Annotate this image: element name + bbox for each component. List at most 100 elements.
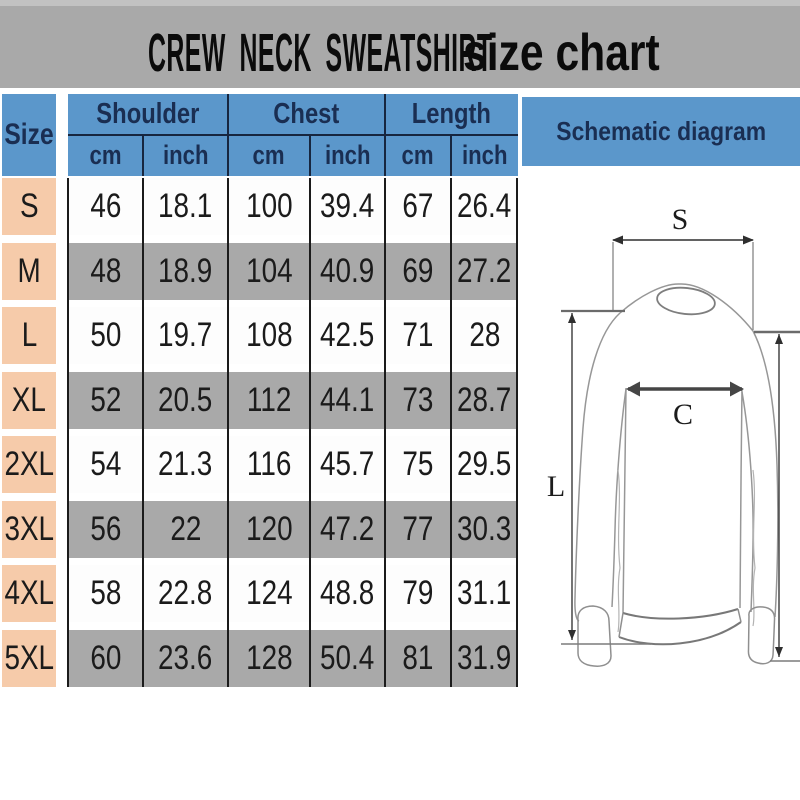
measurement-value: 27.2	[457, 251, 512, 290]
measurement-value: 50.4	[320, 638, 375, 677]
size-label: S	[19, 187, 39, 225]
size-cell: M	[2, 242, 56, 300]
arrowhead-down	[775, 647, 783, 657]
column-group-chest-label: Chest	[273, 98, 340, 130]
unit-header-chest-inch: inch	[310, 135, 385, 176]
column-header-size-label: Size	[4, 118, 54, 151]
column-group-length: Length	[385, 94, 518, 135]
schematic-title: Schematic diagram	[556, 116, 766, 146]
measurement-cell: 42.5	[310, 307, 385, 364]
measurement-value: 48.8	[320, 574, 375, 612]
measurement-value: 52	[89, 380, 122, 419]
measurement-cell: 120	[228, 500, 310, 558]
measurement-value: 18.9	[158, 251, 213, 290]
grid-line	[142, 178, 144, 687]
measurement-value: 26.4	[457, 187, 512, 225]
size-label: 2XL	[4, 445, 54, 483]
measurement-value: 29.5	[457, 445, 512, 483]
header-divider-vertical	[142, 136, 144, 176]
measurement-value: 44.1	[320, 380, 375, 419]
schematic-header: Schematic diagram	[522, 97, 800, 166]
measurement-value: 69	[402, 251, 434, 290]
measurement-cell: 75	[385, 436, 451, 493]
size-label: 4XL	[4, 574, 54, 612]
measurement-cell: 56	[68, 500, 143, 558]
left-sleeve-inner	[611, 388, 627, 608]
unit-label: cm	[401, 140, 435, 170]
shoulder-dimension: S	[612, 203, 754, 330]
size-label: L	[21, 316, 37, 354]
measurement-cell: 73	[385, 371, 451, 429]
measurement-cell: 60	[68, 629, 143, 687]
measurement-value: 100	[245, 187, 293, 225]
table-row: 4XL 58 22.8 124 48.8 79 31.1	[2, 565, 518, 622]
right-cuff	[747, 606, 776, 665]
unit-header-shoulder-cm: cm	[68, 135, 143, 176]
unit-header-length-inch: inch	[451, 135, 518, 176]
measurement-value: 71	[402, 316, 434, 354]
size-cell: S	[2, 178, 56, 235]
measurement-value: 79	[402, 574, 434, 612]
measurement-value: 124	[245, 574, 293, 612]
grid-line	[227, 178, 229, 687]
measurement-cell: 77	[385, 500, 451, 558]
column-group-chest: Chest	[228, 94, 385, 135]
right-length-dimension	[754, 330, 800, 662]
column-group-shoulder-label: Shoulder	[96, 98, 200, 130]
measurement-value: 22.8	[158, 574, 213, 612]
header-divider-vertical	[309, 136, 311, 176]
measurement-value: 21.3	[158, 445, 213, 483]
size-table-header: Size Shoulder Chest Length cm inch cm in…	[2, 94, 518, 176]
measurement-cell: 108	[228, 307, 310, 364]
measurement-cell: 79	[385, 565, 451, 622]
grid-line	[516, 178, 518, 687]
left-sleeve-outer	[574, 312, 621, 622]
measurement-value: 60	[89, 638, 122, 677]
measurement-value: 31.1	[457, 574, 512, 612]
page-title: CREW NECK SWEATSHIRT	[148, 23, 493, 83]
chest-dimension-label: C	[673, 398, 693, 431]
unit-header-chest-cm: cm	[228, 135, 310, 176]
measurement-value: 46	[89, 187, 122, 225]
measurement-cell: 104	[228, 242, 310, 300]
measurement-cell: 128	[228, 629, 310, 687]
unit-label: inch	[324, 140, 371, 170]
header-divider-vertical	[450, 136, 452, 176]
unit-label: cm	[252, 140, 286, 170]
measurement-cell: 18.1	[143, 178, 228, 235]
header-divider-vertical	[384, 94, 386, 176]
measurement-cell: 21.3	[143, 436, 228, 493]
hem-band-top	[622, 608, 739, 620]
grid-line	[450, 178, 452, 687]
table-row: 5XL 60 23.6 128 50.4 81 31.9	[2, 629, 518, 687]
right-sleeve-inner	[741, 391, 754, 613]
measurement-cell: 28.7	[451, 371, 518, 429]
measurement-cell: 45.7	[310, 436, 385, 493]
measurement-value: 30.3	[457, 509, 512, 548]
measurement-cell: 112	[228, 371, 310, 429]
header-divider-horizontal	[68, 134, 518, 136]
measurement-cell: 100	[228, 178, 310, 235]
hem-band-ends	[618, 608, 742, 638]
measurement-value: 73	[402, 380, 434, 419]
measurement-cell: 30.3	[451, 500, 518, 558]
grid-line	[384, 178, 386, 687]
chest-dimension: C	[626, 381, 744, 431]
measurement-cell: 40.9	[310, 242, 385, 300]
measurement-cell: 20.5	[143, 371, 228, 429]
unit-label: cm	[89, 140, 122, 170]
measurement-cell: 58	[68, 565, 143, 622]
page-title-suffix: size chart	[463, 24, 660, 82]
column-group-length-label: Length	[411, 98, 492, 130]
measurement-value: 42.5	[320, 316, 375, 354]
measurement-value: 58	[89, 574, 122, 612]
measurement-value: 18.1	[158, 187, 213, 225]
measurement-value: 54	[89, 445, 122, 483]
measurement-value: 128	[245, 638, 293, 677]
measurement-cell: 47.2	[310, 500, 385, 558]
measurement-value: 120	[245, 509, 293, 548]
arrowhead-down	[568, 630, 576, 640]
measurement-cell: 31.1	[451, 565, 518, 622]
measurement-cell: 69	[385, 242, 451, 300]
measurement-value: 104	[245, 251, 293, 290]
